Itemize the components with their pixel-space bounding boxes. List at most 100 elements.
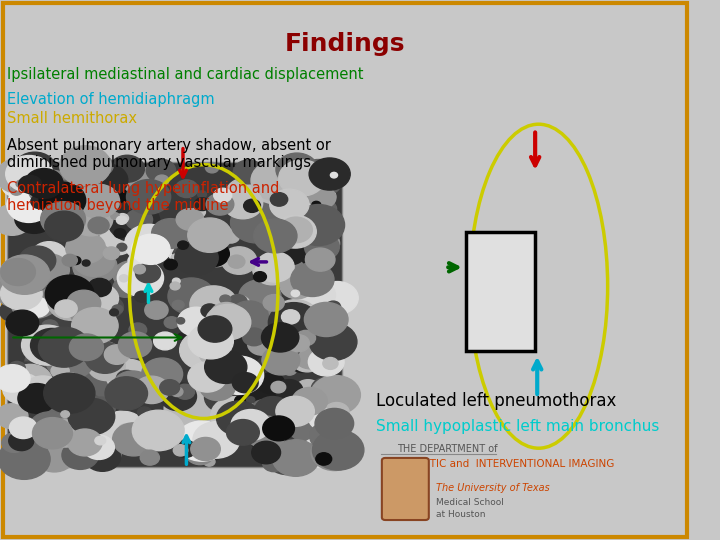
Circle shape [220,295,230,303]
Circle shape [30,328,73,362]
Circle shape [175,180,198,198]
Circle shape [112,371,153,402]
Circle shape [67,290,101,317]
Circle shape [9,185,40,210]
Circle shape [253,272,266,282]
Circle shape [189,231,216,252]
Circle shape [28,170,75,207]
Circle shape [113,164,153,195]
Circle shape [5,273,42,302]
Circle shape [313,406,323,414]
Circle shape [241,264,249,270]
Circle shape [103,193,110,199]
Circle shape [160,380,180,395]
Circle shape [6,160,57,200]
Circle shape [135,291,149,302]
Circle shape [223,188,263,219]
Circle shape [264,310,274,319]
Circle shape [32,298,84,338]
Circle shape [204,350,247,383]
Circle shape [275,380,302,401]
Circle shape [9,361,25,374]
Circle shape [57,414,66,421]
Circle shape [316,201,336,217]
Circle shape [281,172,305,190]
FancyBboxPatch shape [4,3,687,537]
Circle shape [296,330,315,346]
Circle shape [264,331,302,360]
Circle shape [230,202,282,243]
Circle shape [212,329,262,368]
Circle shape [152,223,168,235]
Circle shape [294,343,327,369]
Circle shape [71,456,85,466]
Circle shape [32,184,67,211]
Circle shape [73,244,114,276]
Circle shape [46,414,59,424]
Circle shape [270,189,309,220]
Circle shape [9,417,37,438]
Text: Contralateral lung hyperinflation and
herniation beyond the midline: Contralateral lung hyperinflation and he… [7,181,279,213]
Circle shape [19,246,55,275]
Circle shape [222,247,256,274]
Circle shape [274,215,316,248]
Circle shape [253,254,292,285]
Circle shape [197,191,207,198]
Circle shape [25,168,63,199]
Circle shape [201,415,221,430]
Circle shape [136,381,160,399]
Circle shape [71,450,86,462]
Circle shape [174,440,196,457]
Circle shape [78,338,112,364]
Circle shape [301,243,334,269]
Circle shape [16,180,25,187]
Circle shape [14,203,54,233]
Circle shape [300,437,340,468]
Circle shape [308,187,336,208]
Circle shape [316,453,332,465]
Circle shape [263,454,284,471]
Circle shape [31,194,50,209]
Circle shape [112,305,123,314]
Circle shape [160,382,197,411]
Circle shape [73,249,117,284]
Text: at Houston: at Houston [436,510,486,519]
Circle shape [63,319,107,354]
Circle shape [35,402,44,409]
Circle shape [142,358,183,390]
Circle shape [222,229,240,243]
Circle shape [62,441,99,469]
Circle shape [256,428,282,448]
Circle shape [6,156,53,192]
Circle shape [326,301,341,313]
Circle shape [222,407,237,419]
Circle shape [85,258,106,274]
Circle shape [291,290,300,296]
Circle shape [252,400,274,417]
Circle shape [86,164,127,197]
Circle shape [292,388,328,415]
Circle shape [297,304,343,340]
Circle shape [134,376,169,403]
Circle shape [323,357,338,369]
Circle shape [26,159,50,178]
Circle shape [117,244,127,251]
Circle shape [192,207,205,217]
Circle shape [152,219,189,248]
Circle shape [69,334,104,361]
Circle shape [305,248,335,271]
Circle shape [214,434,228,445]
Circle shape [42,320,58,333]
Circle shape [271,300,319,337]
Circle shape [279,179,310,202]
Circle shape [215,356,264,394]
Circle shape [145,301,168,319]
Circle shape [176,421,228,461]
Circle shape [1,259,35,286]
Circle shape [127,180,171,214]
Circle shape [0,205,32,235]
Circle shape [206,193,234,215]
Circle shape [270,417,292,435]
Circle shape [55,180,81,200]
Circle shape [70,202,113,236]
